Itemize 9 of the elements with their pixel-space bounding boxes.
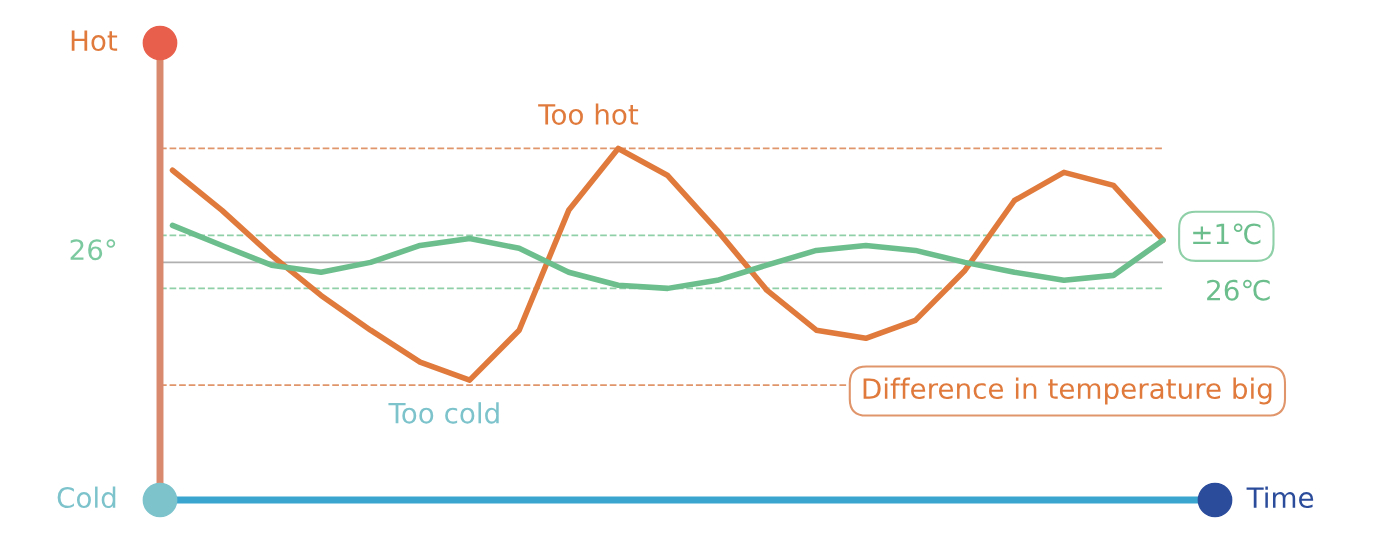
text: 26° <box>70 239 116 261</box>
text: Too hot <box>538 103 639 125</box>
text: Cold <box>57 486 116 509</box>
text: Hot <box>71 30 118 52</box>
text: 26℃ <box>1207 279 1270 301</box>
annotation: Difference in temperature big <box>863 377 1272 405</box>
text: ±1℃ <box>1193 223 1261 245</box>
annotation: Too cold <box>388 402 499 424</box>
text: Time <box>1246 486 1314 509</box>
